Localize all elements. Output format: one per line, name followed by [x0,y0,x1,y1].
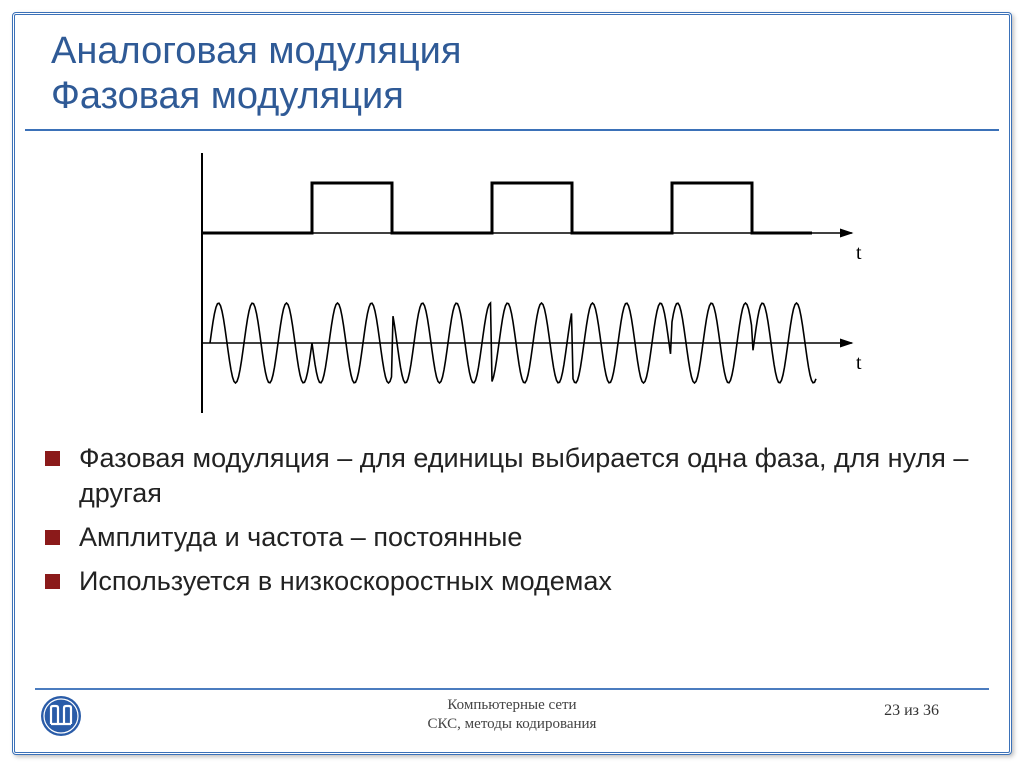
bullet-item: Используется в низкоскоростных модемах [73,564,969,600]
footer-line2: СКС, методы кодирования [35,715,989,734]
slide-frame: Аналоговая модуляция Фазовая модуляция t… [12,12,1012,755]
title-line2: Фазовая модуляция [51,75,404,117]
bullet-item: Фазовая модуляция – для единицы выбирает… [73,441,969,512]
title-block: Аналоговая модуляция Фазовая модуляция [25,15,999,131]
bullet-list: Фазовая модуляция – для единицы выбирает… [15,423,1009,600]
page-number: 23 из 36 [884,702,939,720]
svg-text:t: t [856,352,862,374]
title-line1: Аналоговая модуляция [51,30,461,72]
phase-modulation-diagram: tt [152,143,872,423]
footer: Компьютерные сети СКС, методы кодировани… [35,688,989,744]
bullet-item: Амплитуда и частота – постоянные [73,520,969,556]
footer-line1: Компьютерные сети [35,696,989,715]
slide-title: Аналоговая модуляция Фазовая модуляция [51,29,973,119]
footer-center: Компьютерные сети СКС, методы кодировани… [35,696,989,734]
svg-text:t: t [856,242,862,264]
diagram-area: tt [15,131,1009,423]
